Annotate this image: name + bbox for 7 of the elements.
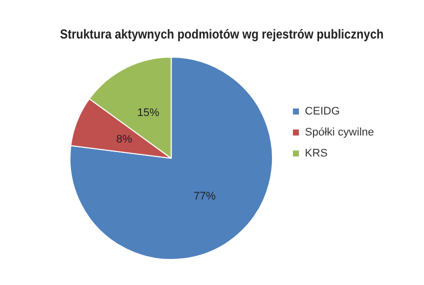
data-label: 77%	[194, 190, 216, 202]
legend-label: KRS	[304, 148, 328, 160]
data-label: 8%	[116, 134, 132, 146]
legend-label: CEIDG	[304, 106, 340, 118]
legend-label: Spółki cywilne	[304, 126, 374, 139]
chart-title: Struktura aktywnych podmiotów wg rejestrów publicznych	[60, 26, 384, 42]
data-label: 15%	[137, 107, 160, 120]
